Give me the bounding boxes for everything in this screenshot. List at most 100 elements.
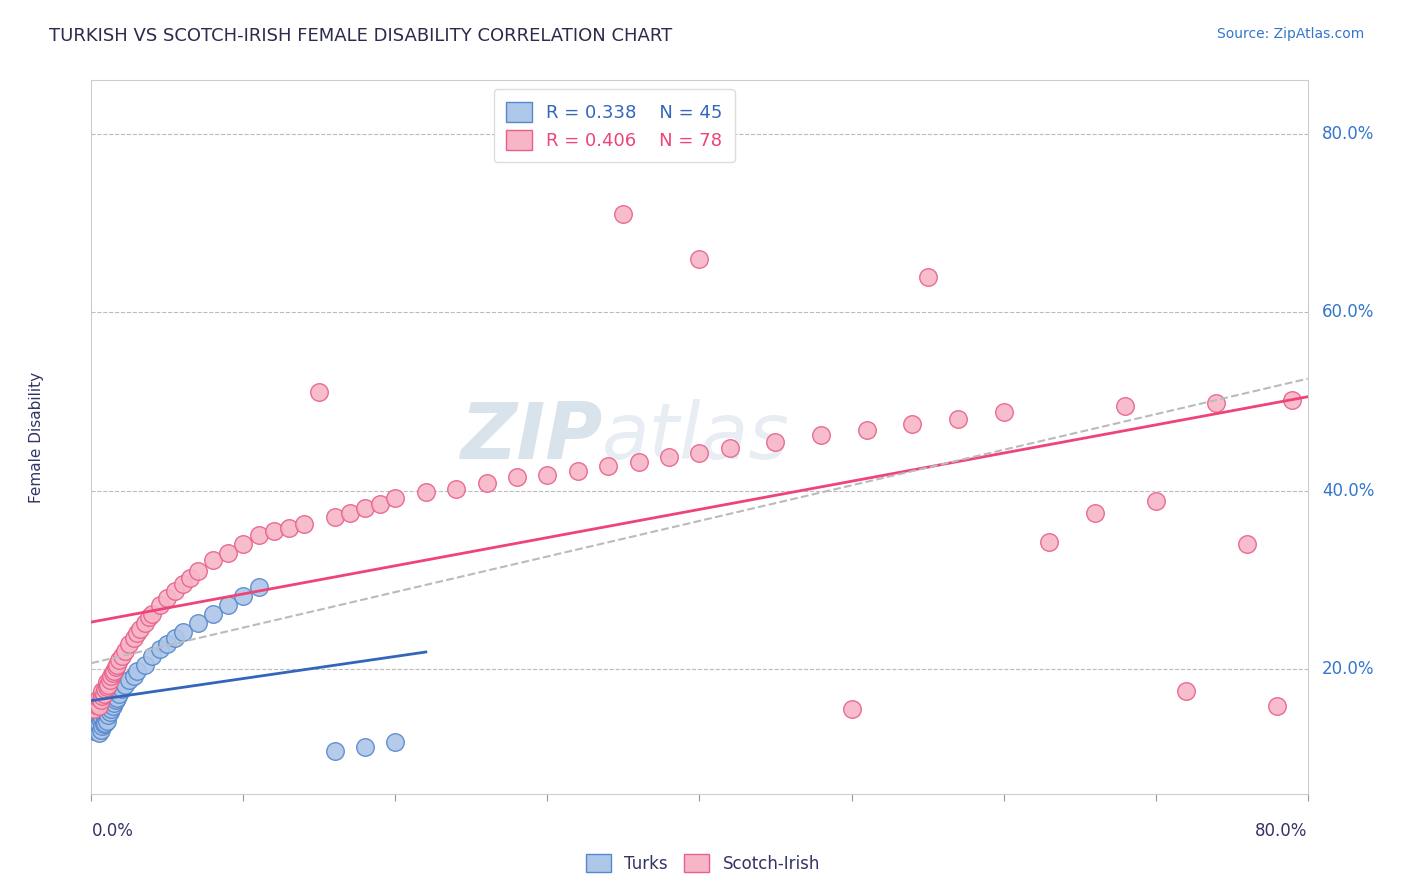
Point [134, 615, 156, 630]
Point [101, 699, 124, 714]
Point [384, 491, 406, 505]
Point [946, 412, 969, 426]
Point [855, 423, 877, 437]
Point [187, 564, 209, 578]
Point [415, 485, 437, 500]
Text: ZIP: ZIP [460, 399, 602, 475]
Point [156, 591, 179, 605]
Point [86, 696, 108, 710]
Point [96, 702, 118, 716]
Point [688, 446, 710, 460]
Text: atlas: atlas [602, 399, 790, 475]
Point [163, 583, 186, 598]
Text: 20.0%: 20.0% [1322, 660, 1375, 678]
Point [86, 715, 108, 730]
Point [232, 589, 254, 603]
Point [94, 715, 117, 730]
Point [217, 598, 239, 612]
Point [87, 699, 110, 714]
Point [1281, 392, 1303, 407]
Point [339, 506, 361, 520]
Text: 60.0%: 60.0% [1322, 303, 1375, 321]
Point [247, 580, 270, 594]
Point [901, 417, 924, 431]
Point [1236, 537, 1258, 551]
Point [97, 708, 120, 723]
Point [232, 537, 254, 551]
Point [93, 687, 115, 701]
Point [1038, 535, 1060, 549]
Point [96, 680, 118, 694]
Text: Female Disability: Female Disability [30, 371, 44, 503]
Point [84, 698, 107, 712]
Point [114, 644, 136, 658]
Point [187, 615, 209, 630]
Point [91, 689, 114, 703]
Point [1084, 506, 1107, 520]
Point [354, 501, 377, 516]
Point [765, 434, 787, 449]
Point [688, 252, 710, 266]
Point [89, 723, 111, 737]
Point [810, 428, 832, 442]
Point [141, 607, 163, 621]
Point [247, 528, 270, 542]
Point [323, 744, 346, 758]
Point [917, 269, 939, 284]
Point [138, 610, 160, 624]
Point [111, 648, 134, 663]
Point [129, 622, 152, 636]
Point [149, 642, 172, 657]
Point [84, 720, 107, 734]
Point [104, 693, 127, 707]
Point [598, 458, 620, 473]
Point [87, 726, 110, 740]
Point [263, 524, 285, 538]
Legend: Turks, Scotch-Irish: Turks, Scotch-Irish [579, 847, 827, 880]
Point [354, 740, 377, 755]
Point [1174, 684, 1197, 698]
Point [118, 637, 141, 651]
Point [103, 696, 125, 710]
Point [111, 681, 134, 696]
Point [98, 673, 121, 687]
Point [83, 724, 105, 739]
Point [101, 666, 124, 681]
Point [1265, 699, 1288, 714]
Point [122, 631, 145, 645]
Text: 80.0%: 80.0% [1322, 125, 1375, 143]
Point [103, 664, 125, 678]
Point [87, 708, 110, 723]
Point [105, 657, 128, 672]
Point [91, 684, 114, 698]
Point [100, 669, 122, 683]
Point [172, 577, 194, 591]
Point [83, 702, 105, 716]
Point [993, 405, 1015, 419]
Point [475, 476, 498, 491]
Point [94, 681, 117, 696]
Point [93, 708, 115, 723]
Point [718, 441, 741, 455]
Point [100, 702, 122, 716]
Point [98, 705, 121, 719]
Point [89, 714, 111, 728]
Point [627, 455, 650, 469]
Point [107, 687, 129, 701]
Point [104, 660, 127, 674]
Point [368, 497, 391, 511]
Point [278, 521, 301, 535]
Point [506, 470, 529, 484]
Point [612, 207, 634, 221]
Point [536, 467, 558, 482]
Point [89, 693, 111, 707]
Point [172, 624, 194, 639]
Point [97, 678, 120, 692]
Point [308, 385, 330, 400]
Point [86, 706, 108, 721]
Text: 40.0%: 40.0% [1322, 482, 1375, 500]
Text: Source: ZipAtlas.com: Source: ZipAtlas.com [1216, 27, 1364, 41]
Point [217, 546, 239, 560]
Point [444, 482, 467, 496]
Point [134, 657, 156, 672]
